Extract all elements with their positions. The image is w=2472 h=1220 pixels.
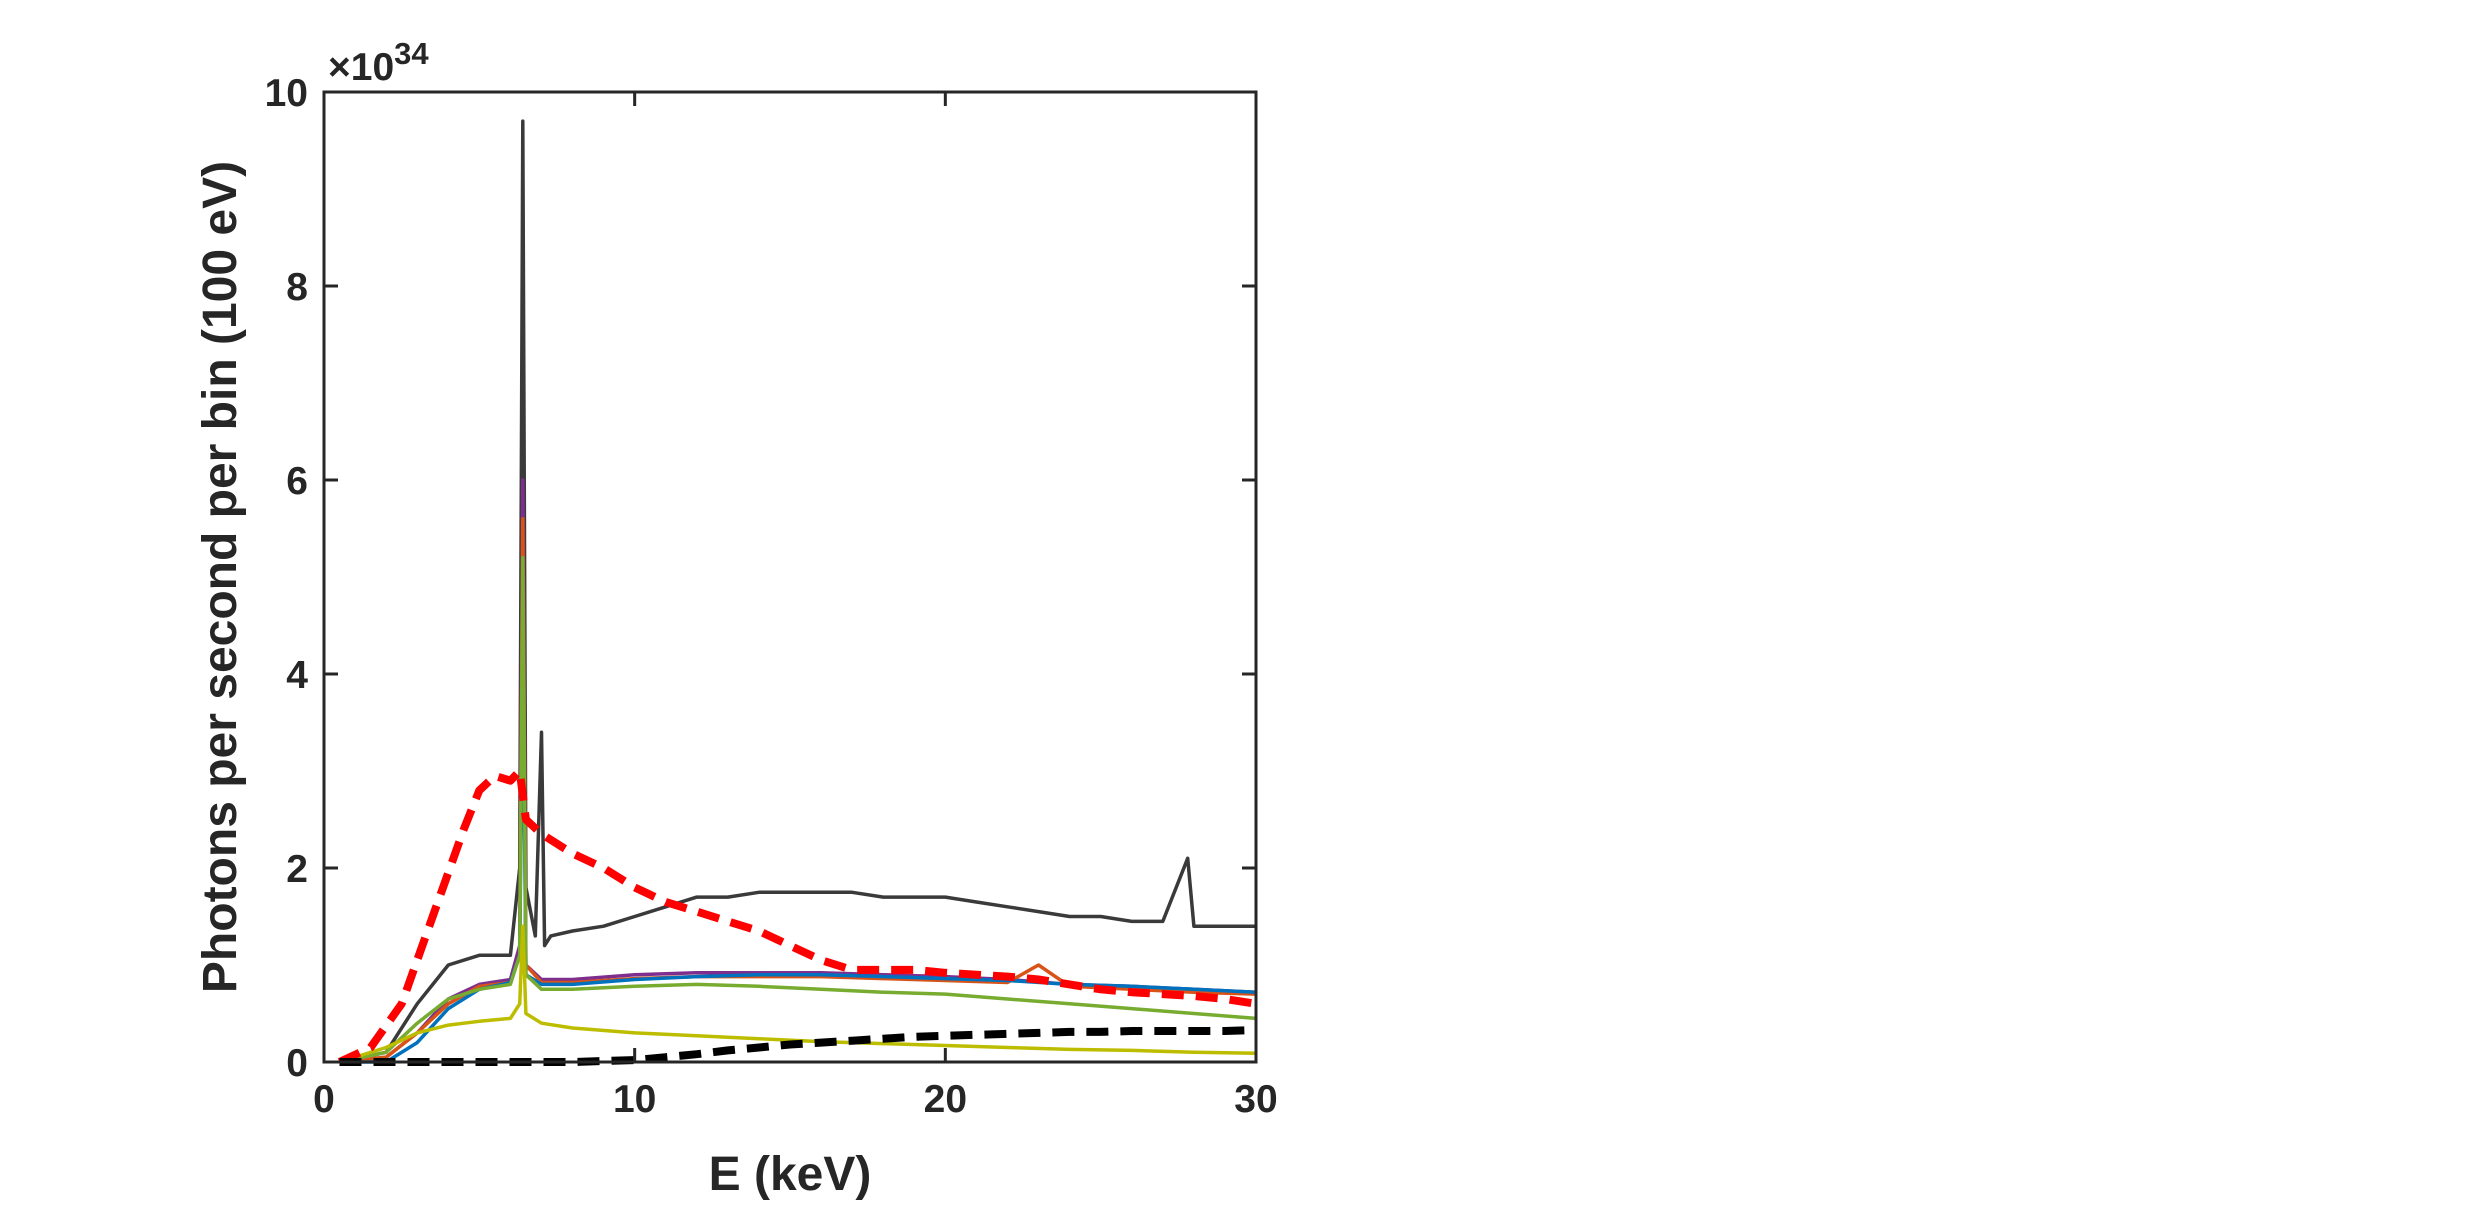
x-tick-label: 30 [1234, 1078, 1277, 1121]
x-tick-label: 0 [313, 1078, 335, 1121]
series-line-7 [337, 767, 1257, 1066]
y-tick-label: 4 [286, 654, 308, 697]
y-tick-label: 10 [265, 72, 308, 115]
series-line-5 [339, 555, 1257, 1064]
series-line-4 [339, 652, 1257, 1064]
y-tick-label: 8 [286, 266, 308, 309]
labels-layer: 0 10 20 30 0 2 4 6 8 10 [265, 72, 1278, 1121]
ticks-layer [322, 90, 1258, 1064]
x-tick-label: 10 [613, 1078, 656, 1121]
y-axis-multiplier: ×1034 [328, 36, 429, 89]
series-layer [337, 119, 1257, 1066]
y-axis-multiplier-exponent: 34 [394, 36, 429, 71]
series-line-6 [338, 924, 1257, 1064]
y-tick-label: 2 [286, 848, 308, 891]
axes-box [322, 90, 1258, 1064]
series-line-1 [339, 119, 1256, 1064]
y-tick-label: 0 [286, 1042, 308, 1085]
x-axis-label: E (keV) [709, 1148, 872, 1201]
y-axis-label: Photons per second per bin (100 eV) [194, 161, 247, 993]
y-tick-label: 6 [286, 460, 308, 503]
series-line-8 [339, 1026, 1257, 1066]
x-tick-label: 20 [924, 1078, 967, 1121]
